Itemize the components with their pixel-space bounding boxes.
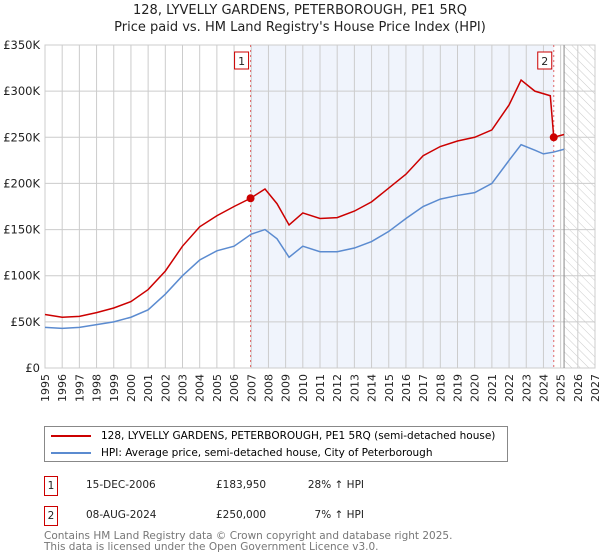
y-tick-label: £200K	[3, 176, 40, 190]
x-tick-label: 2012	[331, 374, 344, 402]
badge-2: 2	[44, 506, 58, 526]
x-tick-label: 2019	[452, 374, 465, 402]
forecast-hatch	[564, 45, 595, 368]
x-tick-label: 2023	[520, 374, 533, 402]
x-tick-label: 2011	[314, 374, 327, 402]
x-tick-label: 2013	[348, 374, 361, 402]
x-tick-label: 2008	[262, 374, 275, 402]
sale-period-shade	[250, 45, 554, 368]
sale-point	[246, 194, 255, 203]
x-tick-label: 2018	[434, 374, 447, 402]
sale-badge-label: 1	[238, 55, 245, 68]
legend-blue-line	[51, 452, 91, 454]
y-tick-label: £350K	[3, 38, 40, 52]
hpi-change: 28% ↑ HPI	[307, 479, 364, 491]
legend: 128, LYVELLY GARDENS, PETERBOROUGH, PE1 …	[44, 426, 508, 462]
sale-badge-label: 2	[541, 55, 548, 68]
x-tick-label: 1995	[39, 374, 52, 402]
chart-subtitle: Price paid vs. HM Land Registry's House …	[114, 20, 486, 35]
y-tick-label: £0	[25, 361, 40, 375]
price: £183,950	[216, 479, 267, 491]
legend-property: 128, LYVELLY GARDENS, PETERBOROUGH, PE1 …	[101, 430, 496, 442]
chart-title: 128, LYVELLY GARDENS, PETERBOROUGH, PE1 …	[133, 3, 467, 18]
x-tick-label: 2004	[194, 374, 207, 402]
footer-copyright: Contains HM Land Registry data © Crown c…	[44, 530, 453, 542]
x-tick-label: 2007	[245, 374, 258, 402]
x-tick-label: 2017	[417, 374, 430, 402]
sale-badge	[234, 51, 250, 70]
x-tick-label: 2010	[297, 374, 310, 402]
x-tick-label: 2006	[228, 374, 241, 402]
legend-hpi: HPI: Average price, semi-detached house,…	[101, 447, 433, 459]
x-tick-label: 2005	[211, 374, 224, 402]
x-tick-label: 1998	[91, 374, 104, 402]
legend-red-line	[51, 435, 91, 437]
badge-1: 1	[44, 476, 58, 496]
price-line	[44, 78, 565, 318]
x-tick-label: 1997	[73, 374, 86, 402]
x-tick-label: 2026	[572, 374, 585, 402]
hpi-change: 7% ↑ HPI	[314, 509, 364, 521]
x-tick-label: 2009	[280, 374, 293, 402]
x-tick-label: 2015	[383, 374, 396, 402]
x-tick-label: 2021	[486, 374, 499, 402]
x-tick-label: 2000	[125, 374, 138, 402]
y-tick-label: £100K	[3, 269, 40, 283]
y-tick-label: £50K	[11, 315, 41, 329]
hpi-line	[44, 143, 565, 330]
x-tick-label: 1999	[108, 374, 121, 402]
x-tick-label: 2027	[589, 374, 600, 402]
x-tick-label: 2003	[177, 374, 190, 402]
footer: Contains HM Land Registry data © Crown c…	[44, 531, 452, 553]
price: £250,000	[216, 509, 267, 521]
x-tick-label: 2014	[366, 374, 379, 402]
x-tick-label: 2002	[159, 374, 172, 402]
x-tick-label: 2020	[469, 374, 482, 402]
x-tick-label: 2016	[400, 374, 413, 402]
x-tick-label: 2024	[537, 374, 550, 402]
footer-licence: This data is licensed under the Open Gov…	[44, 541, 379, 553]
date: 15-DEC-2006	[86, 479, 156, 491]
sale-point	[549, 133, 558, 142]
sale-badge	[537, 51, 553, 70]
x-tick-label: 2001	[142, 374, 155, 402]
x-tick-label: 2022	[503, 374, 516, 402]
date: 08-AUG-2024	[86, 509, 157, 521]
x-tick-label: 2025	[555, 374, 568, 402]
x-tick-label: 1996	[56, 374, 69, 402]
y-tick-label: £150K	[3, 223, 40, 237]
chart: 1995 1996 1997 1998 1999 2000 2001 2002 2003 2004…	[3, 38, 600, 402]
y-tick-label: £300K	[3, 84, 40, 98]
transaction-row: 1 15-DEC-2006 £183,950 28% ↑ HPI	[44, 476, 444, 496]
transaction-row: 2 08-AUG-2024 £250,000 7% ↑ HPI	[44, 506, 444, 526]
plot-border	[44, 44, 596, 369]
y-tick-label: £250K	[3, 130, 40, 144]
